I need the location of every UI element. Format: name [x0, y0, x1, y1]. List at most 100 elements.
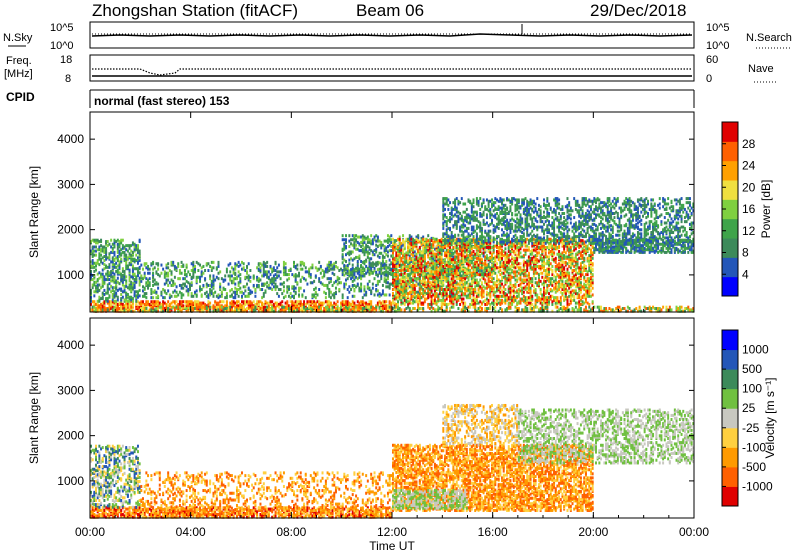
heatmap-cell	[450, 267, 453, 271]
heatmap-cell	[470, 301, 473, 305]
heatmap-cell	[412, 281, 415, 285]
heatmap-cell	[333, 294, 336, 298]
heatmap-cell	[365, 309, 368, 313]
heatmap-cell	[147, 309, 150, 313]
heatmap-cell	[499, 290, 502, 294]
heatmap-cell	[422, 237, 425, 241]
heatmap-cell	[341, 293, 344, 297]
heatmap-cell	[512, 256, 515, 260]
heatmap-cell	[303, 262, 306, 266]
heatmap-cell	[155, 262, 158, 266]
heatmap-cell	[212, 279, 215, 283]
heatmap-cell	[101, 261, 104, 265]
heatmap-cell	[311, 266, 314, 270]
heatmap-cell	[462, 251, 465, 255]
heatmap-cell	[402, 273, 405, 277]
heatmap-cell	[385, 273, 388, 277]
heatmap-cell	[341, 247, 344, 251]
heatmap-cell	[497, 282, 500, 286]
heatmap-cell	[449, 288, 452, 292]
heatmap-cell	[398, 237, 401, 241]
heatmap-cell	[403, 258, 406, 262]
heatmap-cell	[373, 262, 376, 266]
heatmap-cell	[381, 264, 384, 268]
heatmap-cell	[133, 267, 136, 271]
heatmap-cell	[262, 264, 265, 268]
heatmap-cell	[400, 251, 403, 255]
heatmap-cell	[479, 273, 482, 277]
heatmap-cell	[167, 304, 170, 308]
heatmap-cell	[227, 274, 230, 278]
heatmap-cell	[465, 294, 468, 298]
heatmap-cell	[457, 298, 460, 302]
heatmap-cell	[373, 235, 376, 239]
heatmap-cell	[131, 257, 134, 261]
heatmap-cell	[417, 277, 420, 281]
heatmap-cell	[103, 267, 106, 271]
heatmap-cell	[445, 289, 448, 293]
heatmap-cell	[497, 254, 500, 258]
heatmap-cell	[368, 264, 371, 268]
heatmap-cell	[150, 262, 153, 266]
heatmap-cell	[504, 274, 507, 278]
heatmap-cell	[433, 275, 436, 279]
heatmap-cell	[455, 237, 458, 241]
heatmap-cell	[479, 269, 482, 273]
heatmap-cell	[467, 271, 470, 275]
heatmap-cell	[447, 283, 450, 287]
heatmap-cell	[90, 288, 92, 292]
heatmap-cell	[455, 269, 458, 273]
heatmap-cell	[363, 293, 366, 297]
heatmap-cell	[477, 293, 480, 297]
heatmap-cell	[477, 281, 480, 285]
heatmap-cell	[167, 283, 170, 287]
heatmap-cell	[162, 304, 165, 308]
heatmap-cell	[524, 296, 527, 300]
heatmap-cell	[402, 292, 405, 296]
heatmap-cell	[110, 279, 113, 283]
heatmap-cell	[195, 275, 198, 279]
heatmap-cell	[234, 305, 237, 309]
heatmap-cell	[153, 282, 156, 286]
heatmap-cell	[470, 266, 473, 270]
heatmap-cell	[415, 294, 418, 298]
heatmap-cell	[116, 309, 119, 313]
heatmap-cell	[108, 242, 111, 246]
heatmap-cell	[430, 277, 433, 281]
heatmap-cell	[433, 247, 436, 251]
heatmap-cell	[402, 260, 405, 264]
heatmap-cell	[229, 262, 232, 266]
heatmap-cell	[496, 294, 498, 298]
heatmap-cell	[385, 259, 388, 263]
heatmap-cell	[360, 269, 363, 273]
heatmap-cell	[341, 269, 344, 273]
heatmap-cell	[316, 267, 319, 271]
heatmap-cell	[343, 238, 346, 242]
heatmap-cell	[501, 271, 504, 275]
heatmap-cell	[475, 235, 478, 239]
heatmap-cell	[422, 290, 425, 294]
heatmap-cell	[479, 285, 482, 289]
heatmap-cell	[284, 266, 287, 270]
heatmap-cell	[264, 305, 267, 309]
heatmap-cell	[390, 268, 393, 272]
heatmap-cell	[381, 254, 384, 258]
heatmap-cell	[279, 282, 282, 286]
heatmap-cell	[368, 286, 371, 290]
heatmap-cell	[386, 266, 389, 270]
heatmap-cell	[496, 250, 498, 254]
heatmap-cell	[516, 278, 519, 282]
heatmap-cell	[447, 288, 450, 292]
heatmap-cell	[435, 237, 438, 241]
heatmap-cell	[412, 270, 415, 274]
heatmap-cell	[459, 269, 462, 273]
heatmap-cell	[361, 300, 364, 304]
heatmap-cell	[437, 239, 440, 243]
heatmap-cell	[329, 263, 332, 267]
heatmap-cell	[475, 281, 478, 285]
heatmap-cell	[113, 250, 116, 254]
heatmap-cell	[452, 300, 455, 304]
heatmap-cell	[152, 260, 155, 264]
heatmap-cell	[507, 285, 510, 289]
heatmap-cell	[178, 277, 181, 281]
